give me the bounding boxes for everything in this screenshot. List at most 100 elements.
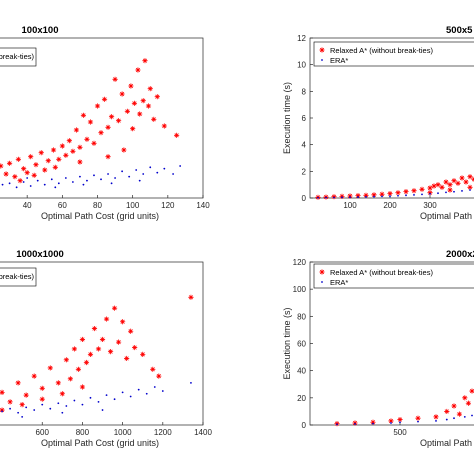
data-point-era <box>54 186 57 189</box>
data-point-relaxed <box>12 174 18 180</box>
data-point-relaxed <box>87 351 94 357</box>
data-point-relaxed <box>103 316 110 322</box>
data-point-relaxed <box>39 385 45 391</box>
data-point-era <box>333 196 335 199</box>
data-point-relaxed <box>388 418 394 424</box>
y-tick-label: 6 <box>302 114 307 123</box>
y-tick-label: 20 <box>297 394 306 403</box>
data-point-relaxed <box>28 154 34 160</box>
data-point-era <box>390 422 392 424</box>
data-point-era <box>372 422 374 425</box>
data-point-era <box>93 174 95 177</box>
data-point-era <box>121 170 124 173</box>
data-point-relaxed <box>52 164 58 170</box>
y-tick-label: 0 <box>302 421 307 430</box>
data-point-relaxed <box>451 403 457 409</box>
data-point-era <box>357 196 359 198</box>
data-point-era <box>138 179 141 182</box>
x-tick-label: 120 <box>161 201 175 210</box>
data-point-relaxed <box>95 346 102 352</box>
data-point-era <box>1 410 3 413</box>
x-tick-label: 600 <box>36 428 50 437</box>
data-point-relaxed <box>31 373 37 379</box>
plot-area <box>0 261 204 426</box>
legend-box <box>0 47 37 67</box>
data-point-relaxed <box>98 130 104 136</box>
data-point-era <box>417 420 419 423</box>
data-point-era <box>453 190 455 193</box>
data-point-era <box>29 185 32 187</box>
data-point-era <box>107 173 109 175</box>
data-point-era <box>149 166 152 169</box>
data-point-era <box>179 165 182 167</box>
data-point-era <box>453 417 455 420</box>
data-point-era <box>15 186 18 189</box>
data-point-era <box>389 195 391 198</box>
data-point-relaxed <box>140 98 146 104</box>
data-point-era <box>156 171 159 174</box>
legend-box <box>313 263 474 289</box>
data-point-relaxed <box>66 138 72 144</box>
data-point-relaxed <box>99 336 106 343</box>
data-point-relaxed <box>75 366 82 372</box>
data-point-relaxed <box>124 355 130 362</box>
data-point-era <box>17 411 20 414</box>
data-point-relaxed <box>435 182 441 188</box>
data-point-relaxed <box>135 67 141 73</box>
data-point-relaxed <box>45 158 51 164</box>
legend-box <box>0 267 37 287</box>
data-point-relaxed <box>451 178 457 184</box>
x-tick-label: 1400 <box>194 428 212 437</box>
data-point-relaxed <box>7 399 13 405</box>
legend-marker-era <box>321 59 323 61</box>
data-point-relaxed <box>427 185 433 191</box>
data-point-era <box>153 386 156 388</box>
data-point-era <box>163 167 166 170</box>
data-point-era <box>22 181 25 183</box>
data-point-era <box>445 418 448 421</box>
y-tick-label: 80 <box>297 312 306 321</box>
x-tick-label: 200 <box>383 201 397 210</box>
data-point-relaxed <box>137 111 143 117</box>
x-tick-label: 60 <box>58 201 67 210</box>
legend-label: Relaxed A* (without break-ties) <box>330 46 433 55</box>
x-tick-label: 80 <box>93 201 102 210</box>
data-point-relaxed <box>431 183 437 189</box>
data-point-relaxed <box>56 156 62 162</box>
data-point-relaxed <box>188 294 194 300</box>
data-point-era <box>50 178 53 181</box>
data-point-relaxed <box>15 380 21 386</box>
data-point-relaxed <box>91 325 98 332</box>
x-axis-label: Optimal Path Co <box>420 438 474 448</box>
data-point-relaxed <box>156 373 162 379</box>
data-point-relaxed <box>55 380 61 386</box>
data-point-relaxed <box>447 187 453 193</box>
plot-area <box>309 261 474 426</box>
data-point-relaxed <box>39 396 45 402</box>
data-point-era <box>325 196 327 199</box>
data-point-era <box>105 394 108 397</box>
data-point-relaxed <box>174 132 180 138</box>
data-point-era <box>128 175 131 178</box>
data-point-relaxed <box>128 328 134 334</box>
data-point-era <box>89 396 92 399</box>
data-point-relaxed <box>91 140 97 146</box>
x-tick-label: 40 <box>23 201 32 210</box>
data-point-era <box>65 405 68 407</box>
data-point-relaxed <box>161 123 167 129</box>
data-point-era <box>49 407 52 410</box>
data-point-relaxed <box>352 420 358 426</box>
data-point-relaxed <box>3 171 9 177</box>
data-point-era <box>317 196 319 199</box>
data-point-era <box>129 395 132 398</box>
legend-marker-relaxed <box>319 269 325 275</box>
data-point-relaxed <box>59 391 65 397</box>
data-point-relaxed <box>6 160 13 166</box>
data-point-era <box>435 420 437 422</box>
data-point-relaxed <box>128 83 134 89</box>
x-tick-label: 500 <box>393 428 407 437</box>
data-point-era <box>421 193 423 196</box>
y-tick-label: 2 <box>302 167 307 176</box>
data-point-relaxed <box>444 408 450 415</box>
data-point-relaxed <box>42 167 48 173</box>
